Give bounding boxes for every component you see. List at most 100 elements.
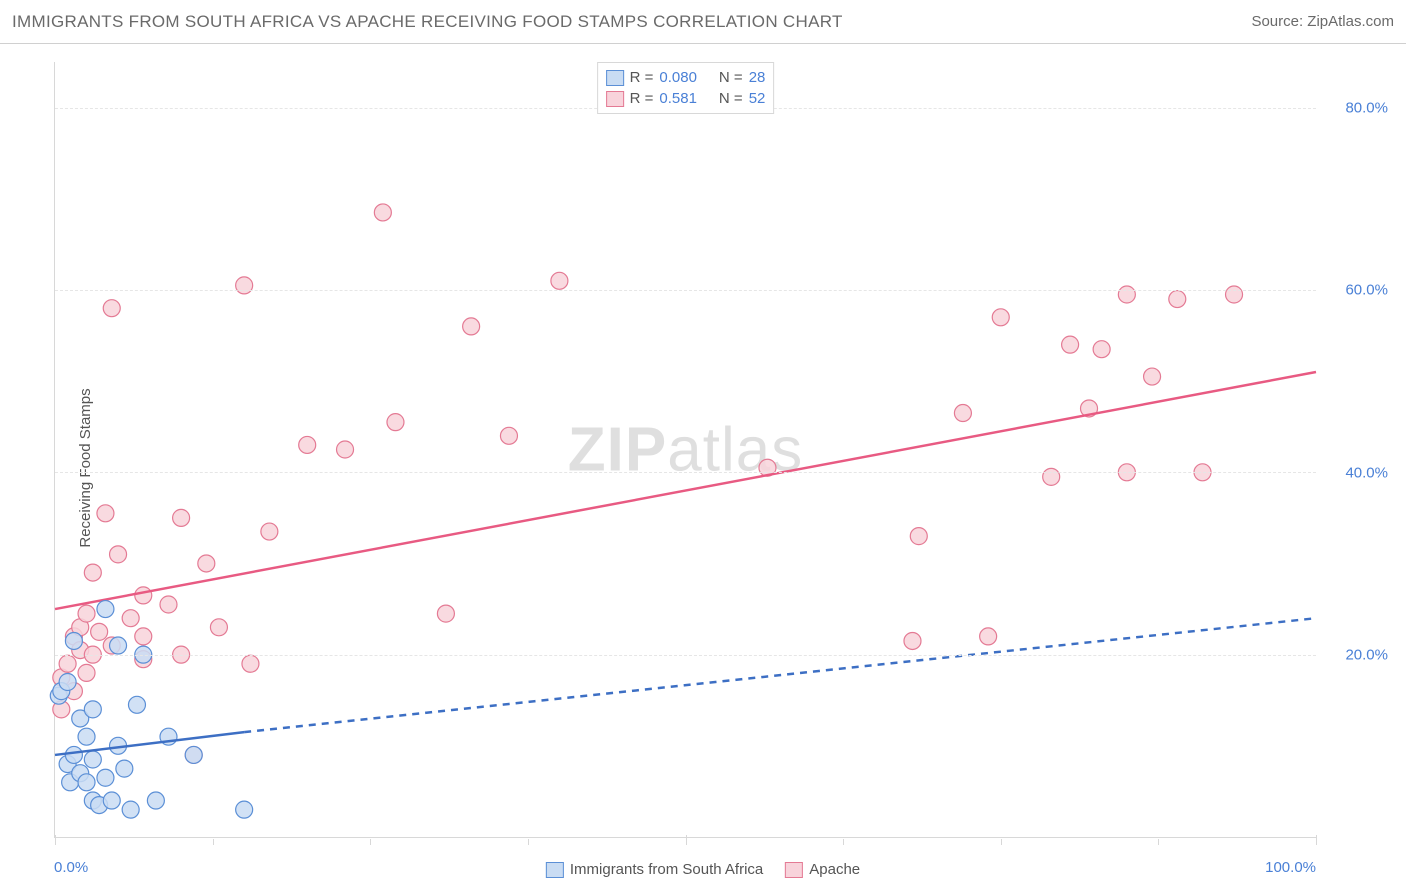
data-point-b bbox=[1169, 291, 1186, 308]
data-point-a bbox=[122, 801, 139, 818]
data-point-a bbox=[147, 792, 164, 809]
legend-stats-row-b: R = 0.581 N = 52 bbox=[606, 88, 766, 109]
data-point-a bbox=[110, 637, 127, 654]
data-point-b bbox=[551, 272, 568, 289]
data-point-b bbox=[78, 664, 95, 681]
data-point-b bbox=[299, 436, 316, 453]
series-b-label: Apache bbox=[809, 861, 860, 878]
y-tick-label: 60.0% bbox=[1345, 282, 1388, 299]
x-tick bbox=[370, 839, 371, 845]
trend-line-dashed-a bbox=[244, 618, 1316, 732]
data-point-b bbox=[954, 405, 971, 422]
data-point-b bbox=[374, 204, 391, 221]
data-point-b bbox=[910, 528, 927, 545]
data-point-b bbox=[437, 605, 454, 622]
legend-item-b: Apache bbox=[785, 861, 860, 878]
data-point-b bbox=[992, 309, 1009, 326]
data-point-a bbox=[128, 696, 145, 713]
trend-line-b bbox=[55, 372, 1316, 609]
data-point-b bbox=[135, 587, 152, 604]
data-point-b bbox=[387, 414, 404, 431]
y-tick-label: 20.0% bbox=[1345, 647, 1388, 664]
data-point-b bbox=[91, 623, 108, 640]
data-point-b bbox=[242, 655, 259, 672]
data-point-b bbox=[1093, 341, 1110, 358]
data-point-a bbox=[236, 801, 253, 818]
x-tick-label: 100.0% bbox=[1265, 859, 1316, 876]
y-tick-label: 80.0% bbox=[1345, 99, 1388, 116]
x-tick bbox=[213, 839, 214, 845]
swatch-series-b bbox=[785, 862, 803, 878]
data-point-b bbox=[97, 505, 114, 522]
swatch-series-b bbox=[606, 91, 624, 107]
swatch-series-a bbox=[546, 862, 564, 878]
data-point-b bbox=[135, 628, 152, 645]
data-point-b bbox=[59, 655, 76, 672]
chart-source: Source: ZipAtlas.com bbox=[1251, 13, 1394, 30]
data-point-a bbox=[65, 746, 82, 763]
data-point-b bbox=[337, 441, 354, 458]
data-point-b bbox=[84, 564, 101, 581]
data-point-a bbox=[78, 728, 95, 745]
series-a-label: Immigrants from South Africa bbox=[570, 861, 763, 878]
data-point-b bbox=[980, 628, 997, 645]
y-tick-label: 40.0% bbox=[1345, 464, 1388, 481]
chart-title: IMMIGRANTS FROM SOUTH AFRICA VS APACHE R… bbox=[12, 12, 843, 32]
legend-stats-row-a: R = 0.080 N = 28 bbox=[606, 67, 766, 88]
legend-item-a: Immigrants from South Africa bbox=[546, 861, 763, 878]
data-point-a bbox=[97, 769, 114, 786]
data-point-b bbox=[236, 277, 253, 294]
data-point-b bbox=[1144, 368, 1161, 385]
grid-line bbox=[55, 472, 1316, 473]
x-tick bbox=[1001, 839, 1002, 845]
data-point-a bbox=[97, 601, 114, 618]
data-point-b bbox=[1118, 286, 1135, 303]
data-point-b bbox=[1062, 336, 1079, 353]
legend-series: Immigrants from South Africa Apache bbox=[546, 861, 860, 878]
data-point-b bbox=[160, 596, 177, 613]
x-tick bbox=[528, 839, 529, 845]
x-tick bbox=[55, 835, 56, 845]
data-point-a bbox=[78, 774, 95, 791]
plot-region: ZIPatlas R = 0.080 N = 28 R = 0.581 N = … bbox=[54, 62, 1316, 838]
data-point-b bbox=[210, 619, 227, 636]
x-tick bbox=[843, 839, 844, 845]
grid-line bbox=[55, 290, 1316, 291]
data-point-a bbox=[116, 760, 133, 777]
data-point-a bbox=[185, 746, 202, 763]
n-label: N = bbox=[719, 90, 743, 107]
x-tick bbox=[1158, 839, 1159, 845]
data-point-b bbox=[78, 605, 95, 622]
chart-header: IMMIGRANTS FROM SOUTH AFRICA VS APACHE R… bbox=[0, 0, 1406, 44]
n-value-a: 28 bbox=[749, 69, 766, 86]
chart-area: Receiving Food Stamps ZIPatlas R = 0.080… bbox=[0, 44, 1406, 892]
data-point-b bbox=[173, 509, 190, 526]
data-point-b bbox=[198, 555, 215, 572]
data-point-b bbox=[463, 318, 480, 335]
data-point-b bbox=[1043, 468, 1060, 485]
data-point-b bbox=[904, 632, 921, 649]
data-point-b bbox=[261, 523, 278, 540]
data-point-b bbox=[103, 300, 120, 317]
r-value-b: 0.581 bbox=[659, 90, 697, 107]
data-point-a bbox=[65, 632, 82, 649]
n-label: N = bbox=[719, 69, 743, 86]
x-tick-label: 0.0% bbox=[54, 859, 88, 876]
data-point-a bbox=[103, 792, 120, 809]
data-point-a bbox=[59, 674, 76, 691]
n-value-b: 52 bbox=[749, 90, 766, 107]
r-label: R = bbox=[630, 90, 654, 107]
legend-stats: R = 0.080 N = 28 R = 0.581 N = 52 bbox=[597, 62, 775, 114]
r-value-a: 0.080 bbox=[659, 69, 697, 86]
data-point-b bbox=[500, 427, 517, 444]
data-point-a bbox=[84, 701, 101, 718]
x-tick bbox=[1316, 835, 1317, 845]
x-tick bbox=[686, 835, 687, 845]
data-point-b bbox=[110, 546, 127, 563]
grid-line bbox=[55, 655, 1316, 656]
data-point-b bbox=[1226, 286, 1243, 303]
swatch-series-a bbox=[606, 70, 624, 86]
data-point-b bbox=[122, 610, 139, 627]
plot-svg bbox=[55, 62, 1316, 837]
data-point-a bbox=[84, 751, 101, 768]
